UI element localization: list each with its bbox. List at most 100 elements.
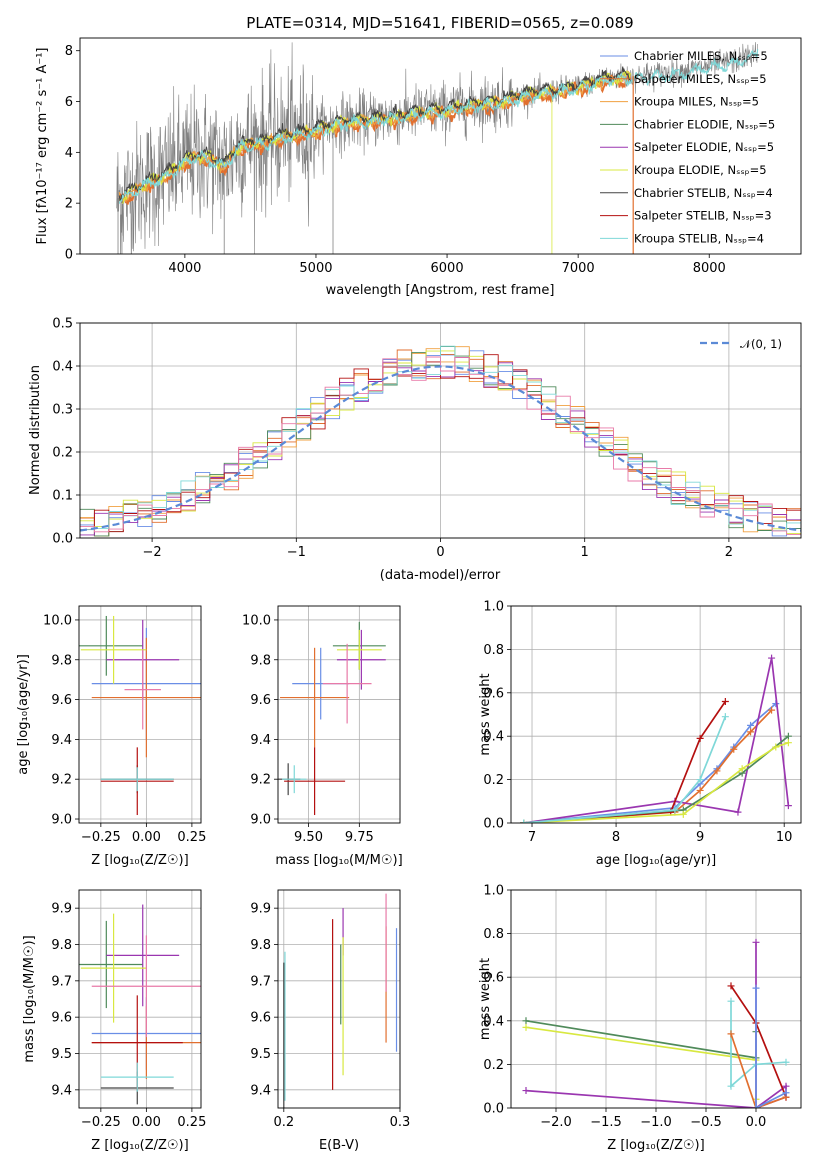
y-tick-label: 0.5 xyxy=(52,317,73,332)
mass-weight-marker xyxy=(782,1058,790,1066)
y-tick-label: 0.2 xyxy=(52,446,73,461)
x-tick-label: −2.0 xyxy=(540,1115,572,1130)
y-tick-label: 9.4 xyxy=(250,1083,271,1098)
mass-weight-line xyxy=(525,1026,757,1100)
legend-label: Kroupa STELIB, Nₛₛₚ=4 xyxy=(634,231,764,245)
spectrum-panel: 4000 5000 6000 7000 8000 0 2 4 6 8 Chabrier MILES,… xyxy=(35,37,802,298)
x-tick-label: 6000 xyxy=(431,261,464,276)
x-axis-label: Z [log₁₀(Z/Z☉)] xyxy=(607,1138,704,1153)
y-tick-label: 1.0 xyxy=(483,884,504,899)
mass-weight-line xyxy=(523,709,773,823)
mass-weight-lines xyxy=(520,654,792,823)
y-tick-label: 9.6 xyxy=(51,1011,72,1026)
x-tick-label: 9.50 xyxy=(294,830,323,845)
legend-label: Chabrier MILES, Nₛₛₚ=5 xyxy=(634,49,768,63)
legend-label: Salpeter ELODIE, Nₛₛₚ=5 xyxy=(634,140,774,154)
mass-weight-marker xyxy=(522,1017,530,1025)
x-tick-label: −2 xyxy=(143,545,162,560)
legend-label: Chabrier STELIB, Nₛₛₚ=4 xyxy=(634,186,773,200)
y-tick-label: 9.6 xyxy=(51,693,72,708)
histogram-legend: 𝒩(0, 1) xyxy=(700,337,782,351)
y-tick-label: 10.0 xyxy=(43,613,72,628)
mass-weight-marker xyxy=(752,938,760,946)
histogram-step-line xyxy=(80,356,801,535)
legend-label: Salpeter STELIB, Nₛₛₚ=3 xyxy=(634,209,772,223)
mass-weight-marker xyxy=(730,745,738,753)
y-tick-label: 9.0 xyxy=(51,813,72,828)
y-tick-label: 0.1 xyxy=(52,489,73,504)
y-tick-label: 9.5 xyxy=(250,1047,271,1062)
residual-histogram-panel: −2 −1 0 1 2 0.0 0.1 0.2 0.3 0.4 0.5 𝒩(0, 1) (data-mo… xyxy=(28,317,802,583)
legend-label: Kroupa ELODIE, Nₛₛₚ=5 xyxy=(634,163,767,177)
mass-weight-marker xyxy=(520,819,528,823)
mass-weight-marker xyxy=(747,728,755,736)
spectrum-title: PLATE=0314, MJD=51641, FIBERID=0565, z=0… xyxy=(246,14,633,32)
x-tick-label: 0.3 xyxy=(390,1115,411,1130)
model-spectra xyxy=(118,49,759,254)
x-tick-label: 0 xyxy=(436,545,444,560)
y-tick-label: 0.4 xyxy=(483,1014,504,1029)
mass-weight-marker xyxy=(734,808,742,816)
y-tick-label: 10.0 xyxy=(242,613,271,628)
y-tick-label: 9.2 xyxy=(250,773,271,788)
y-tick-label: 9.8 xyxy=(51,938,72,953)
mass-vs-ebv-panel: 0.2 0.3 9.4 9.5 9.6 9.7 9.8 9.9 E(B-V) xyxy=(250,889,411,1153)
error-bars xyxy=(79,615,201,816)
mass-weight-marker xyxy=(522,1087,530,1095)
y-tick-label: 9.5 xyxy=(51,1047,72,1062)
y-tick-label: 0.0 xyxy=(52,532,73,547)
x-tick-label: 4000 xyxy=(168,261,201,276)
y-tick-label: 9.9 xyxy=(51,902,72,917)
y-tick-label: 0.2 xyxy=(483,1058,504,1073)
y-tick-label: 0.0 xyxy=(483,817,504,832)
x-tick-label: 7000 xyxy=(562,261,595,276)
mass-weight-marker xyxy=(747,721,755,729)
y-tick-label: 0.8 xyxy=(483,927,504,942)
x-tick-label: 1 xyxy=(581,545,589,560)
y-axis-label: Flux [fλ10⁻¹⁷ erg cm⁻² s⁻¹ A⁻¹] xyxy=(35,48,50,245)
error-bars xyxy=(283,893,398,1108)
y-tick-label: 9.6 xyxy=(250,693,271,708)
x-tick-label: 0.25 xyxy=(177,830,206,845)
age-vs-metallicity-panel: −0.25 0.00 0.25 9.0 9.2 9.4 9.6 9.8 10.0 Z [log₁₀… xyxy=(16,605,206,868)
error-bars xyxy=(278,621,386,816)
y-tick-label: 0 xyxy=(65,248,73,263)
x-tick-label: −0.5 xyxy=(690,1115,722,1130)
y-tick-label: 9.9 xyxy=(250,902,271,917)
x-tick-label: 5000 xyxy=(299,261,332,276)
y-tick-label: 9.8 xyxy=(51,653,72,668)
x-axis-label: wavelength [Angstrom, rest frame] xyxy=(326,283,555,298)
mass-weight-marker xyxy=(713,767,721,775)
y-tick-label: 9.4 xyxy=(250,733,271,748)
mass-weight-marker xyxy=(727,997,735,1005)
y-tick-label: 9.4 xyxy=(51,733,72,748)
spectrum-legend: Chabrier MILES, Nₛₛₚ=5 Salpeter MILES, Nₛ… xyxy=(600,49,775,245)
mass-weight-line xyxy=(523,716,727,823)
y-tick-label: 9.8 xyxy=(250,653,271,668)
mass-weight-marker xyxy=(671,806,679,814)
mass-weight-marker xyxy=(752,1104,760,1108)
x-tick-label: 2 xyxy=(725,545,733,560)
mass-weight-marker xyxy=(752,984,760,992)
y-tick-label: 1.0 xyxy=(483,600,504,615)
mass-weight-marker xyxy=(727,1082,735,1090)
x-tick-label: 8 xyxy=(612,830,620,845)
y-tick-label: 9.0 xyxy=(250,813,271,828)
legend-label: Salpeter MILES, Nₛₛₚ=5 xyxy=(634,72,767,86)
y-tick-label: 9.7 xyxy=(250,974,271,989)
y-tick-label: 0.6 xyxy=(483,971,504,986)
mass-weight-marker xyxy=(522,1023,530,1031)
x-tick-label: 9.75 xyxy=(345,830,374,845)
x-axis-label: E(B-V) xyxy=(319,1138,359,1153)
mass-weight-marker xyxy=(782,1089,790,1097)
x-tick-label: 10 xyxy=(776,830,793,845)
mass-vs-metallicity-panel: −0.25 0.00 0.25 9.4 9.5 9.6 9.7 9.8 9.9 Z [log₁₀(… xyxy=(22,889,206,1153)
y-tick-label: 2 xyxy=(65,197,73,212)
y-tick-label: 0.6 xyxy=(483,686,504,701)
y-tick-label: 8 xyxy=(65,44,73,59)
x-tick-label: −1.5 xyxy=(590,1115,622,1130)
mass-weight-line xyxy=(525,1019,757,1059)
mass-weight-marker xyxy=(696,734,704,742)
y-tick-label: 0.3 xyxy=(52,403,73,418)
